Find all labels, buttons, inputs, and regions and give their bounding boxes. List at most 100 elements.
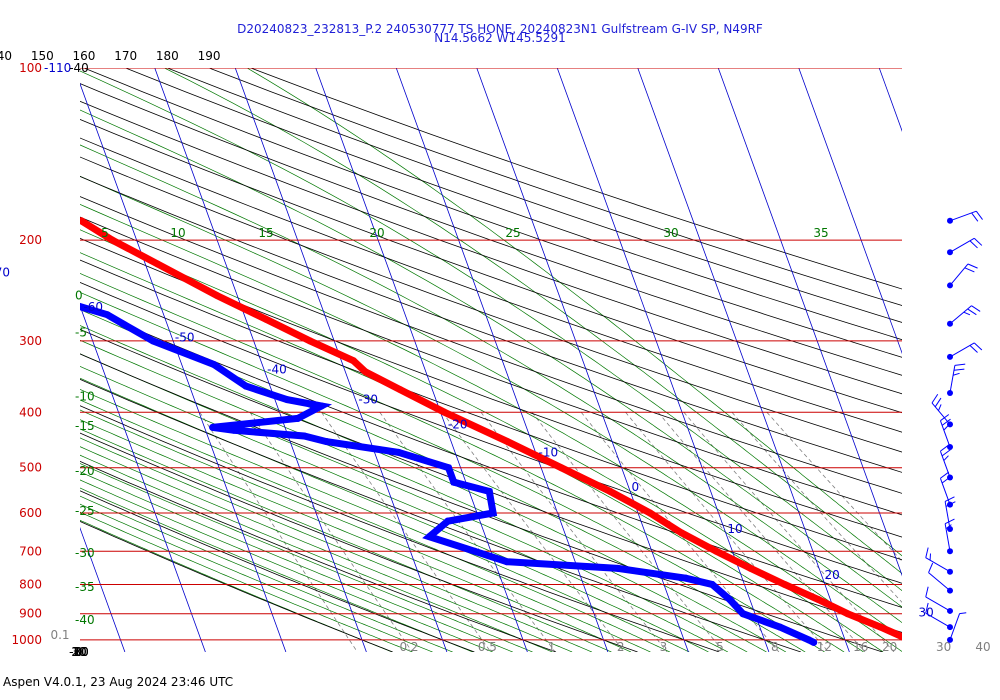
- theta-e-label: 20: [369, 226, 384, 240]
- isotherm: [234, 68, 448, 652]
- moist-adiabat-label: 0: [75, 289, 83, 303]
- mixing-ratio-label: 12: [817, 640, 832, 654]
- moist-adiabat: [80, 519, 393, 652]
- moist-adiabat: [80, 291, 825, 652]
- dewpoint-point: [119, 320, 127, 328]
- moist-adiabat-label: -20: [75, 464, 95, 478]
- dewpoint-point: [230, 426, 238, 434]
- wind-barb-feather: [973, 237, 983, 246]
- moist-adiabat: [80, 339, 767, 652]
- dewpoint-point: [489, 509, 497, 517]
- temperature-point: [677, 529, 685, 537]
- dewpoint-point: [485, 487, 493, 495]
- pressure-label: 200: [19, 233, 42, 247]
- pressure-label: 1000: [11, 633, 42, 647]
- moist-adiabat: [80, 446, 573, 652]
- theta-label: 190: [198, 49, 221, 63]
- dewpoint-point: [726, 596, 734, 604]
- dry-adiabat: [80, 432, 638, 652]
- wind-barb-staff: [939, 478, 951, 505]
- isotherm-label: -30: [358, 393, 378, 407]
- isotherm: [556, 68, 770, 652]
- dry-adiabat: [80, 118, 902, 414]
- moist-adiabat: [80, 428, 612, 652]
- temperature-point: [844, 610, 852, 618]
- mixing-ratio-label: 16: [853, 640, 868, 654]
- isotherm: [960, 68, 1000, 652]
- dry-adiabat: [80, 196, 902, 494]
- pressure-label: 500: [19, 461, 42, 475]
- theta-label: 170: [114, 49, 137, 63]
- theta-e-label: 10: [170, 226, 185, 240]
- wind-barb-feather: [945, 524, 952, 530]
- moist-adiabat: [80, 325, 787, 652]
- wind-barb-feather: [967, 308, 977, 316]
- moist-adiabat: [80, 204, 902, 652]
- mixing-ratio-line: [199, 412, 358, 652]
- footer-version: Aspen V4.0.1, 23 Aug 2024 23:46 UTC: [3, 675, 234, 689]
- dry-adiabat: [80, 378, 802, 652]
- dry-adiabat: [80, 328, 902, 633]
- chart-subtitle-location: N14.5662 W145.5291: [434, 31, 566, 45]
- isotherm: [80, 526, 126, 652]
- moist-adiabat-label: -25: [75, 504, 95, 518]
- dry-adiabat: [80, 176, 902, 473]
- dry-adiabat: [250, 68, 902, 290]
- temperature-point: [606, 487, 614, 495]
- temperature-point: [877, 623, 885, 631]
- temperature-point: [781, 580, 789, 588]
- moist-adiabat: [80, 487, 473, 652]
- wind-barb-feather: [954, 363, 966, 366]
- theta-left-label: 20: [71, 645, 86, 659]
- dewpoint-point: [810, 638, 818, 646]
- moist-adiabat: [80, 252, 864, 652]
- moist-adiabat: [80, 419, 632, 652]
- wind-barb-feather: [941, 476, 951, 484]
- isotherm: [878, 68, 902, 132]
- theta-left-label: 0: [75, 645, 83, 659]
- temperature-point: [153, 260, 161, 268]
- dewpoint-point: [45, 292, 52, 299]
- wind-barb-feather: [944, 496, 955, 502]
- moist-adiabat: [80, 437, 592, 652]
- dewpoint-point: [322, 438, 330, 446]
- dewpoint-point: [471, 547, 479, 555]
- pressure-label: 800: [19, 577, 42, 591]
- mixing-ratio-label: 0.5: [478, 640, 497, 654]
- wind-barb-staff: [928, 572, 951, 591]
- temperature-point: [557, 464, 565, 472]
- dry-adiabat: [167, 68, 902, 323]
- dewpoint-profile: [80, 302, 818, 646]
- wind-barb-feather: [937, 404, 942, 411]
- wind-barb-feather: [945, 501, 956, 507]
- dry-adiabat: [80, 490, 475, 652]
- wind-barb-staff: [949, 237, 975, 253]
- temperature-point: [747, 564, 755, 572]
- theta-left-label: 10: [71, 645, 86, 659]
- wind-barb-feather: [967, 263, 978, 269]
- isotherm: [80, 82, 287, 652]
- isotherm-label: -60: [83, 300, 103, 314]
- dry-adiabat: [80, 259, 902, 561]
- mixing-ratio-line: [580, 412, 780, 652]
- dry-adiabat: [208, 68, 902, 306]
- dry-adiabat: [80, 521, 393, 652]
- moist-adiabat: [80, 471, 513, 652]
- dry-adiabat: [80, 83, 902, 376]
- wind-barb-feather: [959, 612, 967, 615]
- moist-adiabat: [164, 68, 902, 575]
- temperature-point: [213, 292, 221, 300]
- isotherm-label: 0: [632, 480, 640, 494]
- isotherm-label: -40: [267, 363, 287, 377]
- moist-adiabat: [80, 366, 729, 652]
- moist-adiabat: [80, 309, 806, 652]
- dewpoint-point: [444, 517, 452, 525]
- wind-barb-feather: [925, 586, 929, 598]
- chart-labels: 1002003004005006007008009001000-110-100-…: [0, 49, 991, 659]
- dry-adiabat: [80, 100, 902, 395]
- dewpoint-point: [395, 448, 403, 456]
- chart-profiles: [45, 217, 913, 646]
- isotherm: [154, 68, 367, 652]
- dewpoint-point: [300, 432, 308, 440]
- temperature-point: [906, 636, 913, 643]
